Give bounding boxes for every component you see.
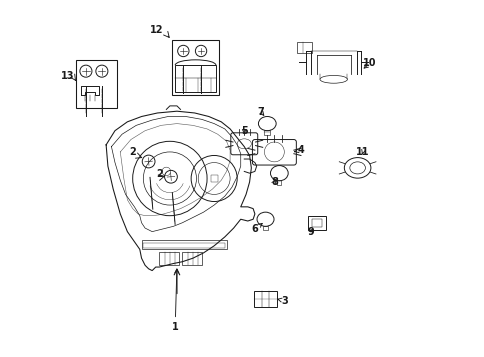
Text: 10: 10 (363, 59, 376, 69)
Bar (175, 65, 215, 92)
Text: 4: 4 (294, 145, 303, 155)
Bar (307, 216, 325, 230)
Bar (297, 42, 311, 53)
Bar (264, 130, 270, 135)
Bar (182, 252, 201, 265)
Bar (141, 241, 226, 249)
Bar (262, 226, 268, 230)
Text: 3: 3 (277, 296, 287, 306)
Bar (254, 291, 276, 307)
Bar (210, 175, 217, 182)
Text: 1: 1 (171, 269, 178, 332)
Text: 7: 7 (257, 107, 264, 117)
Text: 9: 9 (306, 227, 313, 237)
Text: 2: 2 (155, 169, 162, 179)
Text: 8: 8 (271, 177, 277, 187)
Text: 5: 5 (241, 126, 247, 136)
Text: 2: 2 (129, 147, 136, 157)
Bar (76, 60, 117, 108)
Bar (143, 243, 224, 247)
Text: 13: 13 (60, 71, 74, 81)
Text: 6: 6 (251, 223, 262, 234)
Bar (159, 252, 179, 265)
Bar (171, 40, 219, 95)
Text: 12: 12 (150, 25, 164, 35)
Text: 11: 11 (355, 147, 369, 157)
Bar (311, 218, 321, 227)
Bar (277, 180, 281, 185)
